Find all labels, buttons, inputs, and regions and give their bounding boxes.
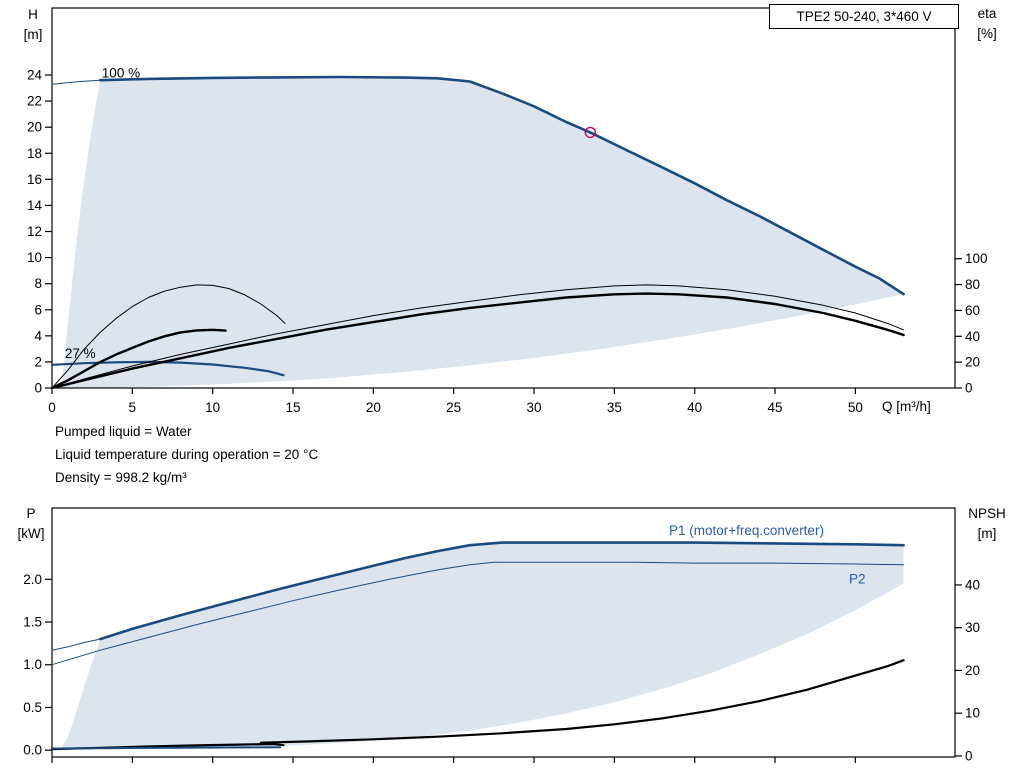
x-axis-tick-label: 50 [848,400,863,415]
right-axis-tick-label: 10 [965,706,980,721]
curve-annotation-pq-0: P1 (motor+freq.converter) [669,523,824,538]
left-axis-tick-label: 1.0 [23,657,42,672]
left-axis-tick-label: 2 [34,354,42,369]
h-axis-label: H [m] [12,5,54,46]
left-axis-tick-label: 10 [27,250,42,265]
series-p1-lead [51,638,101,651]
operating-point-marker [584,126,596,139]
x-axis-tick-label: 10 [205,400,220,415]
left-axis-tick-label: 0.0 [23,743,42,758]
x-axis-tick-label: 20 [366,400,381,415]
p-axis-unit: [kW] [17,526,45,542]
npsh-axis-label: NPSH [m] [956,504,1018,545]
x-axis-tick-label: 0 [48,400,56,415]
curve-annotation-pq-1: P2 [849,572,866,587]
series-eta-27pct-thin [51,284,286,389]
right-axis-tick-label: 60 [965,303,980,318]
left-axis-tick-label: 0 [34,381,42,396]
chart-frame [51,7,956,389]
npsh-axis-unit: [m] [977,526,997,542]
left-axis-tick-label: 16 [27,172,42,187]
right-axis-tick-label: 0 [965,748,973,763]
right-axis-tick-label: 100 [965,251,988,266]
chart-frame [51,507,956,758]
p-axis-label: P [kW] [8,504,54,545]
axis-tick-labels: 0.0 0.5 1.0 1.5 2.0 0 10 20 30 40 [23,572,980,764]
right-axis-tick-label: 30 [965,620,980,635]
series-head-27pct [50,360,285,377]
operating-envelope [61,77,904,388]
x-axis-tick-label: 25 [446,400,461,415]
left-axis-tick-label: 22 [27,94,42,109]
left-axis-tick-label: 1.5 [23,615,42,630]
left-axis-tick-label: 8 [34,276,42,291]
npsh-axis-name: NPSH [968,506,1006,521]
left-axis-tick-label: 14 [27,198,43,213]
curve-annotation-hq-1: 27 % [65,346,96,361]
h-axis-name: H [28,7,38,22]
series-npsh-curve [259,659,905,744]
x-axis-tick-label: 35 [607,400,622,415]
axis-ticks [45,74,962,394]
x-axis-tick-label: 5 [129,400,137,415]
series-p2-27pct [51,746,282,750]
x-axis-tick-label: 40 [687,400,702,415]
pump-model-title-box: TPE2 50-240, 3*460 V [769,4,959,29]
left-axis-tick-label: 2.0 [23,572,42,587]
right-axis-tick-label: 0 [965,381,973,396]
left-axis-tick-label: 6 [34,302,42,317]
info-liquid-temperature: Liquid temperature during operation = 20… [55,447,319,462]
info-density: Density = 998.2 kg/m³ [55,470,187,485]
right-axis-tick-label: 40 [965,577,980,592]
left-axis-tick-label: 20 [27,120,42,135]
left-axis-tick-label: 24 [27,68,43,83]
right-axis-tick-label: 20 [965,663,980,678]
series-eta-pump-thin [51,284,905,389]
series-p1-curve [98,541,905,641]
chart-pq: 0.0 0.5 1.0 1.5 2.0 0 10 20 30 40 P1 (motor+freq.c… [23,507,980,764]
x-axis-tick-label: 15 [285,400,300,415]
right-axis-tick-label: 80 [965,277,980,292]
series-head-100pct [98,75,905,296]
left-axis-tick-label: 4 [34,328,42,343]
x-axis-tick-label: 30 [526,400,541,415]
series-head-100pct-lead [51,79,101,85]
left-axis-tick-label: 12 [27,224,42,239]
info-pumped-liquid: Pumped liquid = Water [55,424,192,439]
x-axis-tick-label: 45 [767,400,782,415]
q-axis-label: Q [m³/h] [882,399,931,414]
right-axis-tick-label: 20 [965,355,980,370]
p-axis-name: P [26,506,36,521]
eta-axis-unit: [%] [977,26,997,42]
h-axis-unit: [m] [23,27,43,43]
eta-axis-name: eta [977,6,997,21]
left-axis-tick-label: 0.5 [23,700,42,715]
left-axis-tick-label: 18 [27,146,42,161]
curve-annotation-hq-0: 100 % [102,66,140,81]
operating-envelope [61,542,904,748]
axis-ticks [45,578,962,763]
series-eta-pump-thick [50,292,905,390]
series-p2-curve [51,561,905,666]
right-axis-tick-label: 40 [965,329,980,344]
eta-axis-label: eta [%] [963,4,1011,45]
series-eta-27pct-thick [50,328,227,390]
